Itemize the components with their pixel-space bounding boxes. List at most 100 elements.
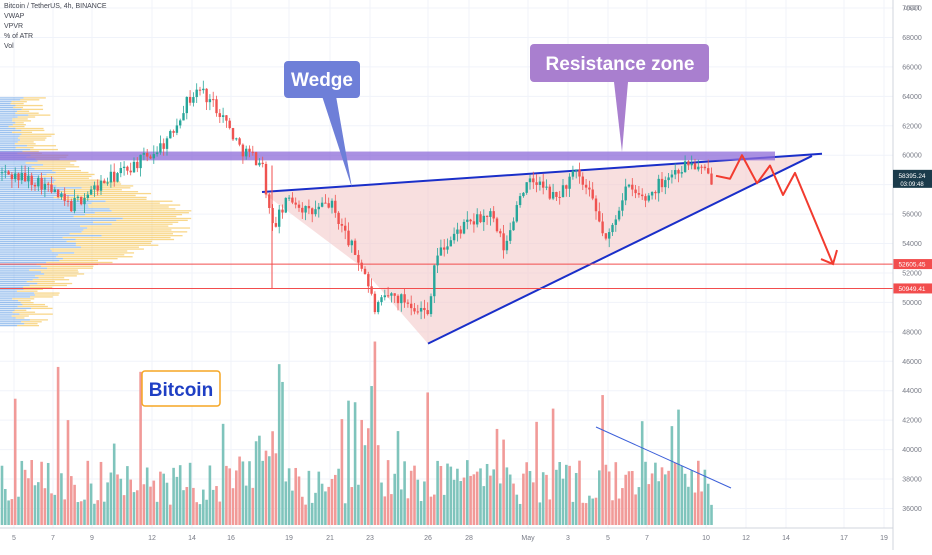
candle-body [347,230,350,246]
volume-bar [409,470,413,525]
candle-body [367,274,370,287]
volume-bar [396,431,400,525]
vp-bar-buy [0,147,16,149]
vp-bar-sell [60,191,139,193]
candle-body [334,200,337,213]
indicator-atr[interactable]: % of ATR [4,33,34,40]
vp-bar-sell [44,273,85,275]
volume-bar [406,498,410,525]
bitcoin-label-box[interactable] [141,370,221,407]
volume-bar [687,486,690,525]
vp-bar-buy [0,116,18,118]
indicator-vwap[interactable]: VWAP [4,13,25,20]
x-tick-label: 9 [90,535,94,542]
volume-bar [574,472,578,525]
vp-bar-sell [37,282,73,285]
vp-bar-sell [88,206,169,208]
candle-body [641,194,644,197]
volume-bar [4,489,7,525]
volume-bar [673,462,677,525]
candle-body [571,170,575,177]
y-tick-label: 52000 [902,270,922,277]
annotation-labels: Wedge Resistance zone Bitcoin [141,44,709,407]
candle-body [674,170,677,175]
vp-bar-buy [0,252,75,254]
candle-body [205,88,208,103]
volume-bar [136,490,139,525]
volume-bar [320,483,324,525]
volume-bar [304,504,307,525]
volume-bar [63,499,66,525]
vp-bar-buy [0,265,41,267]
candle-body [647,195,650,201]
x-tick-label: 14 [188,535,196,542]
candle-body [129,170,132,173]
volume-bar [287,468,291,525]
volume-bar [400,489,403,525]
volume-bar [522,473,525,525]
volume-bar [492,469,495,525]
volume-bar [449,466,453,525]
volume-bar [413,465,416,525]
indicator-vpvr[interactable]: VPVR [4,23,24,30]
indicator-vol[interactable]: Vol [4,43,14,50]
x-tick-label: 12 [148,535,156,542]
vp-bar-buy [0,223,112,225]
vp-bar-sell [34,294,59,296]
candle-body [693,163,697,170]
wedge-lower-line[interactable] [427,155,813,345]
volume-bar [637,487,641,525]
volume-trend [595,426,732,489]
vp-bar-buy [0,286,23,288]
candle-body [518,196,522,206]
candle-body [314,209,317,215]
volume-bar [456,468,459,525]
candle-body [208,99,212,103]
vp-bar-sell [74,194,136,197]
wedge-label-box[interactable] [284,61,360,98]
vp-bar-buy [0,261,47,264]
volume-bar [225,465,228,525]
resistance-label-box[interactable] [530,44,709,82]
volume-bar [518,503,522,525]
vp-bar-sell [40,265,94,267]
candle-body [551,192,555,199]
candle-body [0,172,4,174]
volume-bar [419,501,423,525]
volume-bar [644,461,647,525]
candle-body [479,214,482,223]
volume-bar [96,500,99,525]
vp-bar-sell [39,175,92,178]
vp-bar-buy [0,145,28,147]
x-tick-label: 3 [566,535,570,542]
vp-bar-buy [0,112,16,114]
volume-bar [426,392,429,525]
candle-body [703,166,707,169]
candle-body [462,221,466,234]
candle-body [106,182,109,184]
vp-bar-sell [81,187,131,189]
volume-bar [373,341,377,525]
volume-bar [215,486,218,525]
candle-body [377,302,380,313]
candle-body [221,115,225,117]
vp-bar-buy [0,204,89,206]
candle-body [670,174,674,178]
vp-bar-sell [46,173,95,176]
volume-bar [109,472,113,525]
vp-bar-sell [62,257,118,260]
vp-bar-buy [0,208,110,210]
candle-body [581,176,584,185]
symbol-title[interactable]: Bitcoin / TetherUS, 4h, BINANCE [4,3,107,10]
y-tick-label: 48000 [902,329,922,336]
y-tick-label: 46000 [902,359,922,366]
vp-bar-buy [0,221,94,223]
candle-body [47,183,50,185]
volume-bar [30,460,33,525]
volume-bar [657,481,660,525]
x-tick-label: May [521,535,535,542]
candle-body [33,184,37,187]
candle-body [103,180,106,184]
volume-bar [568,465,571,525]
